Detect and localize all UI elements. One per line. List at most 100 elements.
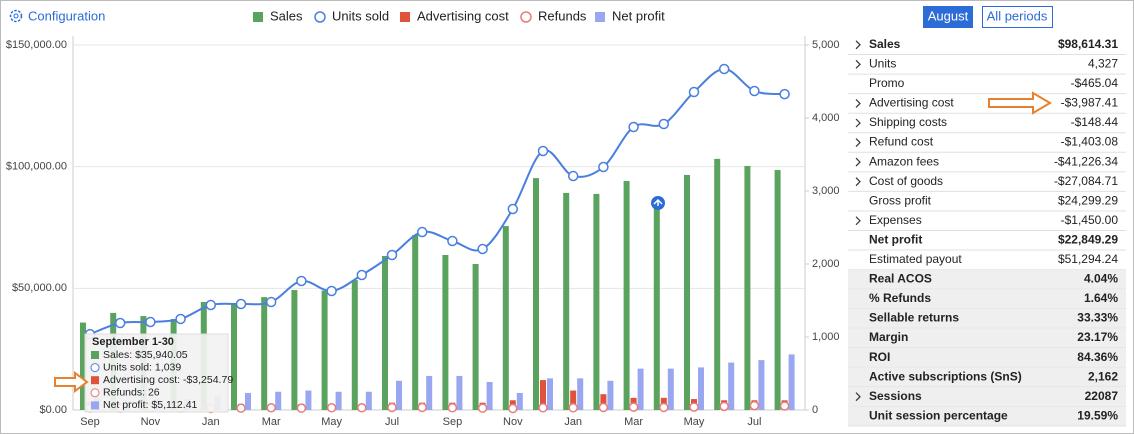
row-value: 19.59% [1077, 408, 1118, 422]
bar [426, 375, 433, 410]
row-bg [848, 406, 1126, 426]
x-tick-label: Mar [262, 416, 281, 428]
legend-swatch [520, 11, 532, 23]
row-value: 4.04% [1084, 272, 1118, 286]
bar [744, 165, 751, 410]
button-label[interactable]: All periods [987, 8, 1048, 23]
bar [486, 382, 493, 410]
point [718, 63, 730, 75]
point [658, 118, 670, 130]
point [416, 226, 428, 238]
row-label: Sales [869, 37, 901, 51]
tooltip-swatch [90, 388, 100, 398]
row-value: 4,327 [1088, 57, 1118, 71]
point [779, 401, 790, 411]
bar [472, 264, 479, 410]
point [386, 249, 398, 261]
expand-icon[interactable] [855, 177, 861, 187]
bar [533, 178, 539, 410]
row-bg [848, 308, 1126, 329]
point [538, 403, 548, 413]
row-label: Net profit [869, 232, 922, 246]
bar [637, 368, 644, 410]
point [749, 400, 760, 411]
bar [275, 391, 282, 410]
row-value: -$1,450.00 [1061, 213, 1119, 227]
legend-label: Net profit [612, 8, 665, 23]
tooltip-swatch [91, 351, 99, 359]
point [719, 401, 729, 412]
point [689, 402, 699, 412]
point [266, 403, 276, 413]
x-tick-label: Mar [624, 416, 643, 428]
point [688, 86, 700, 98]
x-tick-label: Jan [202, 416, 220, 428]
tooltip-swatch [91, 376, 99, 385]
row-label: Real ACOS [869, 272, 932, 286]
bar [351, 280, 358, 410]
bar [653, 204, 660, 410]
row-value: 23.17% [1077, 330, 1118, 344]
point [326, 285, 337, 297]
bar [788, 354, 795, 410]
y2-tick-label: 0 [812, 404, 818, 416]
row-value: 1.64% [1084, 291, 1118, 305]
row-label: Promo [869, 76, 905, 90]
button-all[interactable] [982, 6, 1053, 28]
point [296, 403, 307, 413]
row-bg [848, 386, 1126, 407]
tooltip-line: Advertising cost: -$3,254.79 [103, 374, 233, 386]
legend-label: Refunds [538, 8, 587, 23]
point [598, 402, 609, 413]
bar [80, 322, 86, 410]
tooltip-swatch [90, 363, 100, 373]
upload-icon [651, 196, 665, 210]
expand-icon[interactable] [855, 216, 861, 226]
bar [714, 158, 721, 410]
point [235, 298, 247, 310]
tooltip-line: Net profit: $5,112.41 [103, 399, 198, 411]
y2-tick-label: 3,000 [812, 185, 840, 197]
point [659, 402, 669, 413]
row-bg [848, 269, 1126, 290]
bar [540, 380, 546, 410]
annotation-arrow [988, 91, 1052, 115]
config-link[interactable]: Configuration [28, 8, 105, 23]
bar [570, 390, 577, 410]
y2-tick-label: 2,000 [812, 258, 840, 270]
gear-icon[interactable] [9, 9, 23, 23]
expand-icon[interactable] [855, 392, 861, 402]
bar [607, 380, 614, 410]
expand-icon[interactable] [855, 59, 861, 69]
row-value: -$27,084.71 [1054, 174, 1118, 188]
expand-icon[interactable] [855, 138, 861, 147]
legend-label: Advertising cost [417, 8, 509, 23]
row-value: 33.33% [1077, 311, 1118, 325]
legend-swatch [314, 11, 326, 23]
expand-icon[interactable] [855, 118, 861, 128]
bar [774, 170, 781, 410]
y-tick-label: $150,000.00 [6, 39, 67, 51]
bar [563, 192, 570, 410]
bar [667, 368, 674, 410]
legend-swatch [253, 12, 263, 22]
legend-swatch [595, 12, 605, 22]
point [357, 403, 367, 413]
bar [758, 360, 765, 410]
point [236, 403, 246, 413]
button-august[interactable] [923, 6, 973, 28]
expand-icon[interactable] [855, 99, 861, 108]
x-tick-label: Nov [503, 416, 523, 428]
bar [728, 362, 735, 410]
expand-icon[interactable] [855, 40, 861, 50]
row-bg [848, 367, 1126, 387]
point [447, 403, 458, 413]
expand-icon[interactable] [855, 157, 861, 167]
tooltip-title: September 1-30 [92, 336, 174, 348]
tooltip-box [84, 333, 229, 413]
bar [502, 226, 509, 410]
row-label: Cost of goods [869, 174, 943, 188]
y2-tick-label: 4,000 [812, 112, 840, 124]
row-label: Margin [869, 330, 908, 344]
button-label[interactable]: August [928, 8, 969, 23]
